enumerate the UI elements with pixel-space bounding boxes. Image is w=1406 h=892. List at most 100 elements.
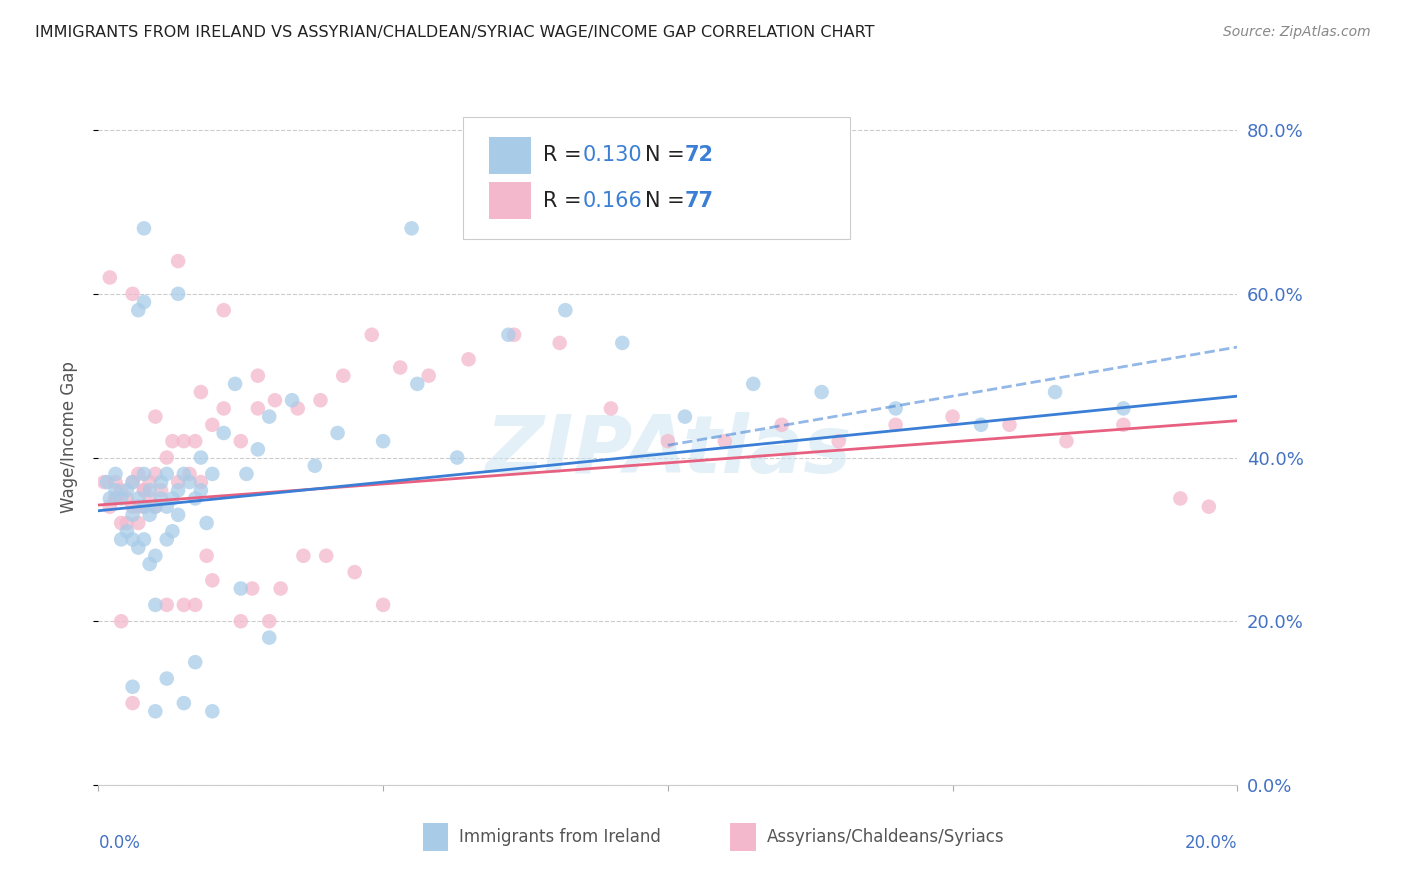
Bar (423, 823, 449, 851)
Point (104, 475, 127, 489)
Point (418, 368, 440, 383)
Point (98, 500, 121, 514)
Point (121, 533, 143, 547)
Point (184, 491, 207, 506)
Point (600, 401, 623, 416)
Point (145, 409, 167, 424)
Text: 20.0%: 20.0% (1185, 834, 1237, 852)
Text: IMMIGRANTS FROM IRELAND VS ASSYRIAN/CHALDEAN/SYRIAC WAGE/INCOME GAP CORRELATION : IMMIGRANTS FROM IRELAND VS ASSYRIAN/CHAL… (35, 25, 875, 40)
Point (132, 533, 155, 547)
Point (104, 467, 127, 481)
Point (167, 475, 190, 489)
Point (503, 327, 526, 342)
Point (240, 582, 263, 596)
Text: ZIPAtlas: ZIPAtlas (485, 412, 851, 490)
Point (212, 425, 235, 440)
Point (138, 508, 160, 522)
Point (195, 549, 218, 563)
Point (145, 500, 167, 514)
Text: R =: R = (543, 145, 588, 165)
Point (121, 696, 143, 710)
Point (498, 327, 520, 342)
Point (457, 352, 479, 367)
Point (127, 303, 149, 318)
Point (132, 483, 155, 498)
Point (235, 467, 257, 481)
Point (1198, 500, 1220, 514)
Point (173, 696, 195, 710)
Point (138, 491, 160, 506)
Point (127, 491, 149, 506)
Point (201, 417, 224, 432)
Point (162, 434, 184, 449)
Point (104, 483, 127, 498)
Text: N =: N = (645, 191, 692, 211)
Point (229, 614, 252, 628)
Point (401, 221, 423, 235)
Point (389, 360, 412, 375)
Point (184, 655, 207, 669)
Point (810, 385, 832, 400)
Point (98, 270, 121, 285)
Point (212, 303, 235, 318)
FancyBboxPatch shape (463, 117, 851, 239)
Point (145, 598, 167, 612)
Point (93, 475, 115, 489)
Bar (731, 823, 755, 851)
Point (309, 393, 332, 408)
Point (212, 401, 235, 416)
Point (156, 598, 179, 612)
Point (132, 467, 155, 481)
Point (132, 500, 155, 514)
Point (315, 549, 337, 563)
Point (145, 500, 167, 514)
Point (110, 533, 132, 547)
Point (184, 434, 207, 449)
Point (145, 549, 167, 563)
Point (264, 393, 287, 408)
Point (110, 491, 132, 506)
Point (98, 491, 121, 506)
Text: R =: R = (543, 191, 588, 211)
Point (1112, 417, 1135, 432)
Point (127, 541, 149, 555)
Point (127, 467, 149, 481)
Point (224, 376, 246, 391)
Point (184, 598, 207, 612)
Point (373, 434, 395, 449)
Point (156, 467, 179, 481)
Point (167, 508, 190, 522)
Point (121, 286, 143, 301)
Point (150, 483, 173, 498)
Point (229, 434, 252, 449)
Text: 77: 77 (685, 191, 714, 211)
Point (132, 500, 155, 514)
Point (1043, 385, 1066, 400)
Point (145, 704, 167, 718)
Point (373, 598, 395, 612)
Text: Immigrants from Ireland: Immigrants from Ireland (460, 828, 661, 847)
Point (714, 434, 737, 449)
Point (104, 491, 127, 506)
Point (179, 467, 201, 481)
Point (332, 368, 354, 383)
Point (548, 335, 571, 350)
Point (138, 557, 160, 571)
Point (742, 376, 765, 391)
Point (132, 295, 155, 310)
Point (115, 516, 138, 530)
Text: 0.0%: 0.0% (98, 834, 141, 852)
Point (770, 417, 793, 432)
Point (167, 254, 190, 268)
Point (162, 524, 184, 539)
Point (246, 442, 269, 457)
Point (115, 491, 138, 506)
Point (121, 475, 143, 489)
Point (1112, 401, 1135, 416)
Point (201, 467, 224, 481)
Point (156, 533, 179, 547)
Point (326, 425, 349, 440)
Point (259, 614, 281, 628)
Point (173, 434, 195, 449)
Point (673, 409, 696, 424)
